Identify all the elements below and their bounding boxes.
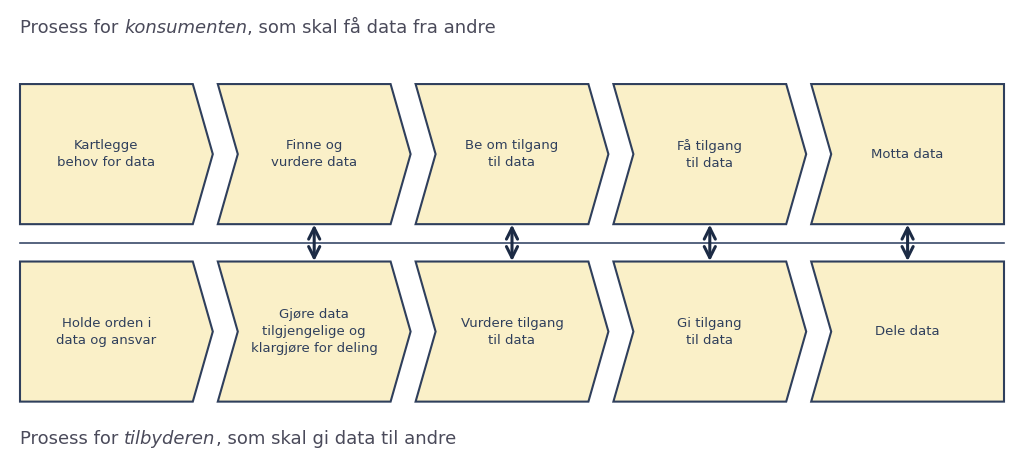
Polygon shape [20, 84, 213, 224]
Polygon shape [218, 262, 411, 402]
Text: Dele data: Dele data [876, 325, 940, 338]
Polygon shape [218, 84, 411, 224]
Polygon shape [811, 262, 1004, 402]
Polygon shape [416, 84, 608, 224]
Text: tilbyderen: tilbyderen [124, 430, 215, 448]
Text: Vurdere tilgang
til data: Vurdere tilgang til data [461, 317, 563, 347]
Text: , som skal få data fra andre: , som skal få data fra andre [247, 19, 496, 37]
Text: , som skal gi data til andre: , som skal gi data til andre [215, 430, 456, 448]
Text: Motta data: Motta data [871, 148, 944, 161]
Polygon shape [811, 84, 1004, 224]
Polygon shape [20, 262, 213, 402]
Text: Prosess for: Prosess for [20, 19, 124, 37]
Text: Finne og
vurdere data: Finne og vurdere data [271, 139, 357, 169]
Polygon shape [613, 84, 806, 224]
Text: Få tilgang
til data: Få tilgang til data [677, 139, 742, 170]
Text: Gjøre data
tilgjengelige og
klargjøre for deling: Gjøre data tilgjengelige og klargjøre fo… [251, 308, 378, 355]
Text: konsumenten: konsumenten [124, 19, 247, 37]
Polygon shape [416, 262, 608, 402]
Text: Prosess for: Prosess for [20, 430, 124, 448]
Text: Gi tilgang
til data: Gi tilgang til data [678, 317, 742, 347]
Text: Kartlegge
behov for data: Kartlegge behov for data [57, 139, 156, 169]
Text: Be om tilgang
til data: Be om tilgang til data [465, 139, 559, 169]
Polygon shape [613, 262, 806, 402]
Text: Holde orden i
data og ansvar: Holde orden i data og ansvar [56, 317, 157, 347]
